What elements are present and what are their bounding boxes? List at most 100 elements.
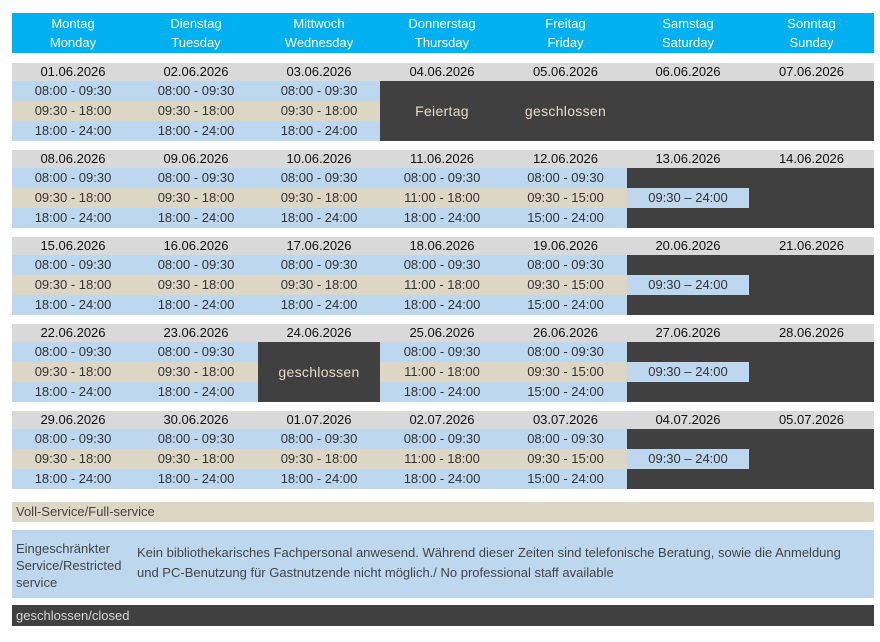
closed-cell xyxy=(749,429,874,489)
date-cell: 11.06.2026 xyxy=(380,150,504,168)
date-cell: 17.06.2026 xyxy=(258,237,380,255)
weekday-header-cell: Freitag Friday xyxy=(504,13,627,53)
weekday-name-en: Wednesday xyxy=(284,35,354,50)
time-slot: 09:30 - 18:00 xyxy=(134,362,258,382)
time-slot: 11:00 - 18:00 xyxy=(380,275,504,295)
weekday-name-en: Tuesday xyxy=(171,35,221,50)
time-slot: 08:00 - 09:30 xyxy=(12,168,134,188)
date-cell: 20.06.2026 xyxy=(627,237,749,255)
weekday-name-en: Thursday xyxy=(414,35,470,50)
closed-label: Feiertag xyxy=(415,103,469,119)
weekday-name-de: Mittwoch xyxy=(293,16,345,31)
weekday-name-de: Dienstag xyxy=(170,16,222,31)
time-slot: 08:00 - 09:30 xyxy=(134,168,258,188)
time-slot: 18:00 - 24:00 xyxy=(258,121,380,141)
date-cell: 15.06.2026 xyxy=(12,237,134,255)
date-cell: 30.06.2026 xyxy=(134,411,258,429)
time-slot: 18:00 - 24:00 xyxy=(12,469,134,489)
date-cell: 19.06.2026 xyxy=(504,237,627,255)
time-slot: 09:30 - 18:00 xyxy=(134,188,258,208)
date-cell: 25.06.2026 xyxy=(380,324,504,342)
time-slot: 18:00 - 24:00 xyxy=(134,295,258,315)
weekday-name-en: Friday xyxy=(547,35,584,50)
time-slot: 08:00 - 09:30 xyxy=(504,255,627,275)
time-slot: 08:00 - 09:30 xyxy=(12,342,134,362)
time-slot: 08:00 - 09:30 xyxy=(134,81,258,101)
weekday-name-de: Donnerstag xyxy=(408,16,476,31)
time-slot: 18:00 - 24:00 xyxy=(12,121,134,141)
time-slot: 09:30 – 24:00 xyxy=(627,362,749,382)
time-slot: 08:00 - 09:30 xyxy=(134,342,258,362)
weekday-name-de: Samstag xyxy=(662,16,714,31)
date-cell: 26.06.2026 xyxy=(504,324,627,342)
time-slot: 09:30 - 15:00 xyxy=(504,188,627,208)
time-slot: 18:00 - 24:00 xyxy=(12,295,134,315)
time-slot: 09:30 - 18:00 xyxy=(134,101,258,121)
weekday-header-cell: Mittwoch Wednesday xyxy=(258,13,380,53)
time-slot: 18:00 - 24:00 xyxy=(134,469,258,489)
closed-label: geschlossen xyxy=(278,364,360,380)
closed-cell xyxy=(627,429,749,449)
closed-cell: Feiertag xyxy=(380,81,504,141)
time-slot: 18:00 - 24:00 xyxy=(258,295,380,315)
date-cell: 05.07.2026 xyxy=(749,411,874,429)
time-slot: 18:00 - 24:00 xyxy=(258,469,380,489)
time-slot: 18:00 - 24:00 xyxy=(134,382,258,402)
time-slot: 18:00 - 24:00 xyxy=(134,208,258,228)
time-slot: 18:00 - 24:00 xyxy=(12,382,134,402)
time-slot: 18:00 - 24:00 xyxy=(380,382,504,402)
closed-cell xyxy=(627,342,749,362)
legend-full-service: Voll-Service/Full-service xyxy=(12,502,874,522)
time-slot: 18:00 - 24:00 xyxy=(134,121,258,141)
date-cell: 03.07.2026 xyxy=(504,411,627,429)
date-cell: 22.06.2026 xyxy=(12,324,134,342)
date-cell: 02.06.2026 xyxy=(134,63,258,81)
closed-cell xyxy=(627,208,749,228)
time-slot: 15:00 - 24:00 xyxy=(504,295,627,315)
weekday-header-bar xyxy=(12,13,874,53)
date-cell: 18.06.2026 xyxy=(380,237,504,255)
date-cell: 16.06.2026 xyxy=(134,237,258,255)
weekday-header-cell: Samstag Saturday xyxy=(627,13,749,53)
time-slot: 09:30 - 15:00 xyxy=(504,275,627,295)
time-slot: 08:00 - 09:30 xyxy=(12,81,134,101)
time-slot: 09:30 - 18:00 xyxy=(258,275,380,295)
time-slot: 09:30 - 15:00 xyxy=(504,449,627,469)
time-slot: 09:30 - 18:00 xyxy=(134,449,258,469)
time-slot: 08:00 - 09:30 xyxy=(258,255,380,275)
closed-cell xyxy=(627,255,749,275)
legend-closed-label: geschlossen/closed xyxy=(16,608,130,623)
weekday-name-en: Saturday xyxy=(661,35,715,50)
time-slot: 11:00 - 18:00 xyxy=(380,449,504,469)
closed-cell xyxy=(627,382,749,402)
time-slot: 08:00 - 09:30 xyxy=(380,168,504,188)
closed-cell xyxy=(749,168,874,228)
time-slot: 09:30 - 15:00 xyxy=(504,362,627,382)
time-slot: 18:00 - 24:00 xyxy=(380,295,504,315)
date-cell: 02.07.2026 xyxy=(380,411,504,429)
date-cell: 01.06.2026 xyxy=(12,63,134,81)
date-cell: 10.06.2026 xyxy=(258,150,380,168)
time-slot: 11:00 - 18:00 xyxy=(380,188,504,208)
legend-full-service-label: Voll-Service/Full-service xyxy=(16,504,155,519)
date-cell: 23.06.2026 xyxy=(134,324,258,342)
time-slot: 08:00 - 09:30 xyxy=(504,429,627,449)
weekday-name-en: Monday xyxy=(49,35,97,50)
date-cell: 04.07.2026 xyxy=(627,411,749,429)
closed-cell xyxy=(749,255,874,315)
weekday-header-cell: Donnerstag Thursday xyxy=(380,13,504,53)
closed-cell: geschlossen xyxy=(258,342,380,402)
date-cell: 09.06.2026 xyxy=(134,150,258,168)
date-cell: 04.06.2026 xyxy=(380,63,504,81)
weekday-header-cell: Montag Monday xyxy=(12,13,134,53)
time-slot: 09:30 - 18:00 xyxy=(12,449,134,469)
time-slot: 09:30 - 18:00 xyxy=(258,101,380,121)
weekday-name-de: Sonntag xyxy=(787,16,836,31)
time-slot: 18:00 - 24:00 xyxy=(380,208,504,228)
weekday-name-de: Freitag xyxy=(545,16,586,31)
date-cell: 28.06.2026 xyxy=(749,324,874,342)
time-slot: 08:00 - 09:30 xyxy=(504,168,627,188)
time-slot: 18:00 - 24:00 xyxy=(380,469,504,489)
time-slot: 08:00 - 09:30 xyxy=(12,429,134,449)
legend-restricted-service: Eingeschränkter Service/Restricted servi… xyxy=(12,530,874,598)
